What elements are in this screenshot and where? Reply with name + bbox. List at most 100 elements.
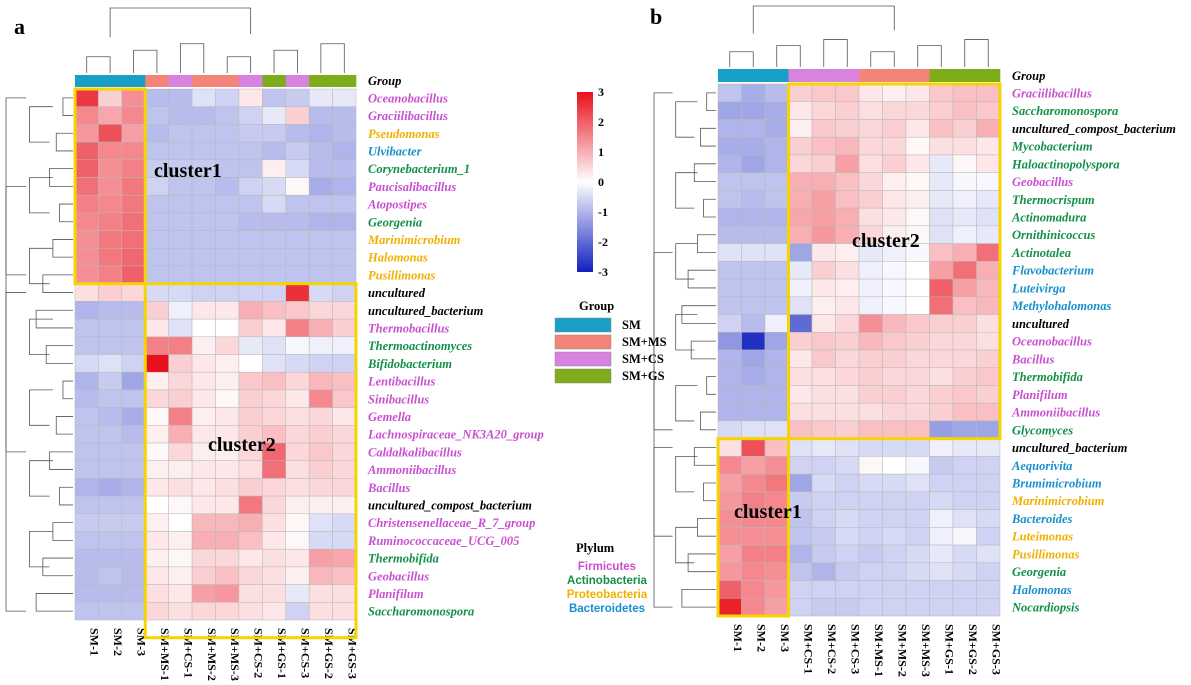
heatmap-cell xyxy=(741,438,766,457)
heatmap-cell xyxy=(308,194,333,214)
row-dendrogram-branch xyxy=(653,252,673,537)
heatmap-cell xyxy=(905,491,930,510)
heatmap-cell xyxy=(929,438,954,457)
heatmap-cell xyxy=(191,602,216,621)
heatmap-cell xyxy=(121,478,146,497)
heatmap-cell xyxy=(145,548,169,568)
heatmap-cell xyxy=(308,159,333,178)
heatmap-cell xyxy=(858,580,883,599)
heatmap-cell xyxy=(717,367,742,386)
heatmap-cell xyxy=(764,332,789,351)
heatmap-cell xyxy=(811,119,836,138)
heatmap-cell xyxy=(835,172,860,191)
group-strip-cell xyxy=(953,69,977,82)
heatmap-cell xyxy=(764,544,789,564)
row-label: Georgenia xyxy=(1012,565,1066,579)
heatmap-cell xyxy=(976,136,1001,156)
heatmap-cell xyxy=(929,190,954,209)
row-dendrogram-branch xyxy=(35,593,73,612)
heatmap-cell xyxy=(145,442,169,461)
heatmap-cell xyxy=(168,531,193,550)
heatmap-cell xyxy=(952,172,977,191)
heatmap-cell xyxy=(741,349,766,368)
heatmap-cell xyxy=(788,243,813,262)
heatmap-cell xyxy=(191,124,216,143)
heatmap-cell xyxy=(741,136,766,156)
heatmap-cell xyxy=(145,478,169,497)
heatmap-cell xyxy=(145,495,169,515)
heatmap-cell xyxy=(858,456,883,475)
heatmap-cell xyxy=(74,159,99,178)
heatmap-cell xyxy=(905,385,930,404)
row-dendrogram-branch xyxy=(675,456,698,493)
heatmap-cell xyxy=(332,425,357,444)
heatmap-cell xyxy=(929,119,954,138)
heatmap-cell xyxy=(929,332,954,351)
heatmap-cell xyxy=(308,513,333,532)
heatmap-cell xyxy=(191,106,216,125)
heatmap-cell xyxy=(764,83,789,102)
column-label: SM-1 xyxy=(731,624,745,652)
heatmap-cell xyxy=(285,88,310,107)
colorbar-tick-label: 1 xyxy=(598,145,604,159)
heatmap-cell xyxy=(952,456,977,475)
row-label: Sinibacillus xyxy=(368,392,429,406)
heatmap-cell xyxy=(717,544,742,564)
heatmap-cell xyxy=(215,407,240,426)
group-strip-cell xyxy=(168,75,193,87)
heatmap-cell xyxy=(238,389,263,408)
heatmap-cell xyxy=(717,101,742,120)
heatmap-cell xyxy=(168,265,193,284)
heatmap-cell xyxy=(168,248,193,267)
heatmap-cell xyxy=(764,349,789,368)
heatmap-cell xyxy=(262,283,287,302)
heatmap-cell xyxy=(741,190,766,209)
heatmap-cell xyxy=(788,332,813,351)
heatmap-cell xyxy=(145,584,169,603)
heatmap-cell xyxy=(764,367,789,386)
group-strip-cell xyxy=(262,75,287,87)
row-label: Pseudomonas xyxy=(368,127,440,141)
row-label: Lachnospiraceae_NK3A20_group xyxy=(367,428,544,442)
heatmap-cell xyxy=(145,124,169,143)
heatmap-cell xyxy=(764,314,789,333)
heatmap-cell xyxy=(74,442,99,461)
heatmap-cell xyxy=(905,296,930,315)
heatmap-cell xyxy=(332,442,357,461)
heatmap-cell xyxy=(835,261,860,280)
heatmap-cell xyxy=(308,177,333,196)
heatmap-cell xyxy=(285,548,310,568)
heatmap-cell xyxy=(98,354,123,373)
heatmap-cell xyxy=(764,119,789,138)
heatmap-cell xyxy=(308,407,333,426)
heatmap-cell xyxy=(741,544,766,564)
heatmap-cell xyxy=(788,207,813,227)
heatmap-cell xyxy=(145,88,169,107)
heatmap-cell xyxy=(285,442,310,461)
heatmap-cell xyxy=(764,296,789,315)
row-label: Geobacillus xyxy=(368,569,429,583)
heatmap-cell xyxy=(976,278,1001,298)
heatmap-cell xyxy=(929,349,954,368)
heatmap-cell xyxy=(905,101,930,120)
heatmap-cell xyxy=(929,491,954,510)
heatmap-cell xyxy=(215,548,240,568)
heatmap-cell xyxy=(191,513,216,532)
heatmap-cell xyxy=(929,544,954,564)
column-label: SM+CS-1 xyxy=(181,628,195,678)
heatmap-cell xyxy=(717,332,742,351)
heatmap-cell xyxy=(976,243,1001,262)
heatmap-cell xyxy=(905,527,930,546)
column-dendrogram-branch xyxy=(320,43,345,73)
heatmap-cell xyxy=(168,566,193,585)
heatmap-cell xyxy=(976,438,1001,457)
heatmap-cell xyxy=(929,367,954,386)
group-strip-cell xyxy=(882,69,907,82)
colorbar-tick-label: 0 xyxy=(598,175,604,189)
heatmap-cell xyxy=(788,225,813,244)
heatmap-cell xyxy=(741,83,766,102)
heatmap-cell xyxy=(168,230,193,249)
phylum-legend-label: Firmicutes xyxy=(578,561,636,573)
heatmap-cell xyxy=(262,336,287,355)
heatmap-cell xyxy=(858,509,883,528)
